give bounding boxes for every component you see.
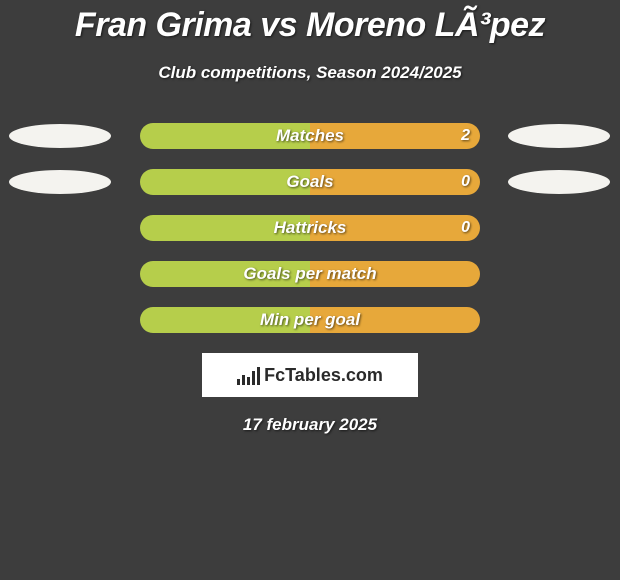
metric-label: Min per goal (260, 310, 360, 330)
metric-label: Goals (286, 172, 333, 192)
subtitle: Club competitions, Season 2024/2025 (0, 63, 620, 83)
right-ellipse (508, 124, 610, 148)
metric-row: Hattricks 0 (0, 215, 620, 241)
metric-row: Goals per match (0, 261, 620, 287)
bar-left (140, 169, 310, 195)
metric-label: Goals per match (243, 264, 376, 284)
left-ellipse (9, 124, 111, 148)
logo-bar (237, 379, 240, 385)
right-ellipse (508, 170, 610, 194)
metric-track: Goals 0 (140, 169, 480, 195)
left-ellipse (9, 170, 111, 194)
metric-row: Matches 2 (0, 123, 620, 149)
metric-track: Hattricks 0 (140, 215, 480, 241)
metric-right-value: 0 (461, 219, 470, 237)
metric-track: Matches 2 (140, 123, 480, 149)
metric-label: Hattricks (274, 218, 347, 238)
metric-track: Min per goal (140, 307, 480, 333)
logo-bars-icon (237, 365, 260, 385)
logo-text: FcTables.com (264, 365, 383, 386)
logo-bar (252, 371, 255, 385)
date-text: 17 february 2025 (0, 415, 620, 435)
metric-row: Min per goal (0, 307, 620, 333)
logo-bar (242, 375, 245, 385)
fctables-logo: FcTables.com (202, 353, 418, 397)
metric-right-value: 2 (461, 127, 470, 145)
logo-bar (257, 367, 260, 385)
metric-right-value: 0 (461, 173, 470, 191)
metric-row: Goals 0 (0, 169, 620, 195)
metrics-rows: Matches 2 Goals 0 Hattricks 0 Goals per match M… (0, 123, 620, 333)
bar-right (310, 169, 480, 195)
metric-label: Matches (276, 126, 344, 146)
metric-track: Goals per match (140, 261, 480, 287)
page-title: Fran Grima vs Moreno LÃ³pez (0, 0, 620, 45)
logo-bar (247, 377, 250, 385)
